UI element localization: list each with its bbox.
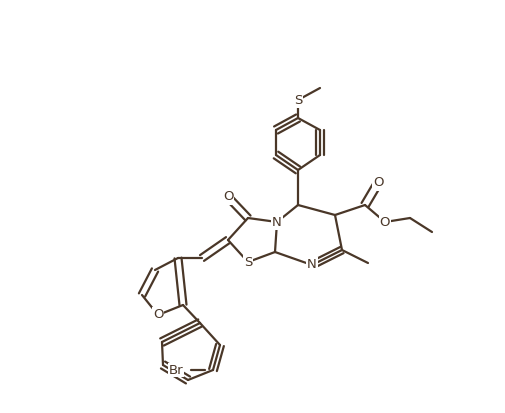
Text: O: O <box>380 216 390 228</box>
Text: O: O <box>223 190 233 204</box>
Text: N: N <box>307 259 317 271</box>
Text: N: N <box>272 216 282 228</box>
Text: S: S <box>244 256 252 268</box>
Text: S: S <box>294 93 302 107</box>
Text: O: O <box>373 176 383 190</box>
Text: Br: Br <box>168 363 183 377</box>
Text: O: O <box>153 309 163 321</box>
